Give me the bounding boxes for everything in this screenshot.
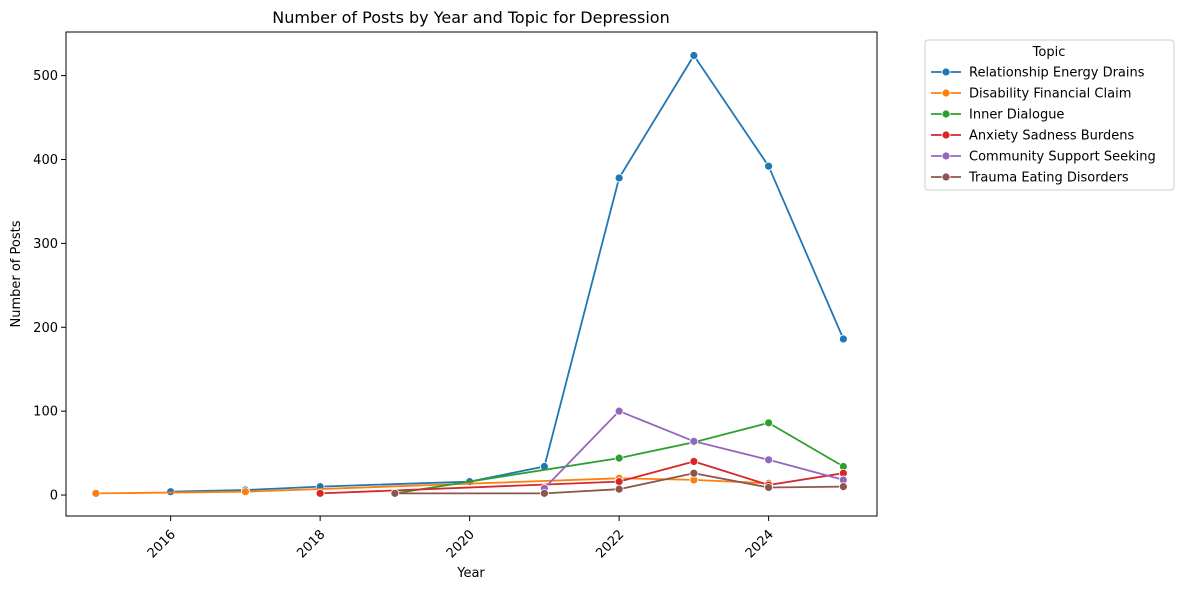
data-point <box>689 468 699 478</box>
data-point <box>91 488 101 498</box>
y-axis-label: Number of Posts <box>9 220 24 327</box>
legend-label: Disability Financial Claim <box>969 87 1131 102</box>
chart-title: Number of Posts by Year and Topic for De… <box>272 8 669 27</box>
data-point <box>689 436 699 446</box>
x-tick-label: 2016 <box>145 527 179 561</box>
series-group <box>390 468 848 498</box>
series-group <box>539 406 848 493</box>
x-tick-label: 2022 <box>593 527 627 561</box>
y-tick-label: 500 <box>33 69 58 84</box>
x-tick-label: 2020 <box>444 527 478 561</box>
legend-marker <box>941 151 951 161</box>
data-point <box>614 484 624 494</box>
data-point <box>764 483 774 492</box>
data-point <box>614 453 624 463</box>
data-point <box>390 488 400 498</box>
data-point <box>614 477 624 487</box>
data-point <box>764 418 774 428</box>
legend-marker <box>941 88 951 98</box>
data-point <box>764 161 774 171</box>
legend-marker <box>941 130 951 140</box>
legend-marker <box>941 109 951 119</box>
legend: Topic Relationship Energy Drains Disabili… <box>924 39 1175 191</box>
data-point <box>764 455 774 465</box>
legend-label: Trauma Eating Disorders <box>968 171 1129 186</box>
data-point <box>315 488 325 498</box>
legend-label: Inner Dialogue <box>969 108 1064 123</box>
plot-frame <box>65 31 878 517</box>
legend-label: Relationship Energy Drains <box>969 66 1145 81</box>
data-point <box>240 487 250 497</box>
y-tick-label: 300 <box>33 237 58 252</box>
y-tick-label: 0 <box>50 489 58 504</box>
data-point <box>614 406 624 416</box>
legend-title: Topic <box>1032 45 1066 60</box>
y-tick-label: 400 <box>33 153 58 168</box>
data-point <box>689 457 699 466</box>
x-tick-label: 2024 <box>743 527 777 561</box>
data-point <box>614 173 624 183</box>
data-point <box>539 488 549 498</box>
legend-label: Anxiety Sadness Burdens <box>969 129 1135 144</box>
legend-marker <box>941 67 951 77</box>
legend-label: Community Support Seeking <box>969 150 1156 165</box>
series-line <box>394 472 844 495</box>
series-line <box>170 54 845 493</box>
x-axis-label: Year <box>456 566 485 581</box>
y-axis: 0 100 200 300 400 500 <box>33 69 66 504</box>
legend-marker <box>941 172 951 182</box>
x-axis: 2016 2018 2020 2022 2024 <box>145 516 777 561</box>
x-tick-label: 2018 <box>294 527 328 561</box>
data-point <box>838 334 848 344</box>
y-tick-label: 100 <box>33 405 58 420</box>
legend-box <box>924 39 1175 191</box>
plot-area <box>91 51 848 498</box>
y-tick-label: 200 <box>33 321 58 336</box>
data-point <box>689 51 699 60</box>
data-point <box>838 482 848 492</box>
